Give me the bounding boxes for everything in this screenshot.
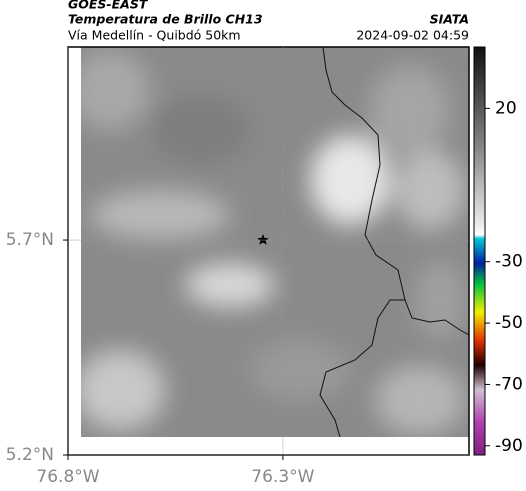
colorbar — [473, 46, 486, 456]
colorbar-tick-label: -90 — [495, 436, 523, 456]
colorbar-tick-label: 20 — [495, 98, 517, 118]
subtitle: Temperatura de Brillo CH13 — [68, 12, 263, 27]
satellite-image — [81, 47, 469, 437]
source: SIATA — [430, 12, 469, 27]
colorbar-tick-label: -50 — [495, 313, 523, 333]
colorbar-tick-label: -70 — [495, 374, 523, 394]
route: Vía Medellín - Quibdó 50km — [68, 28, 241, 43]
lon-tick-label: 76.8°W — [36, 467, 99, 487]
location-marker — [257, 234, 269, 245]
lon-tick-label: 76.3°W — [251, 467, 314, 487]
colorbar-tick-label: -30 — [495, 252, 523, 272]
lat-tick-label: 5.7°N — [6, 230, 54, 250]
title: GOES-EAST — [68, 0, 149, 12]
lat-tick-label: 5.2°N — [6, 445, 54, 465]
timestamp: 2024-09-02 04:59 — [356, 28, 469, 43]
